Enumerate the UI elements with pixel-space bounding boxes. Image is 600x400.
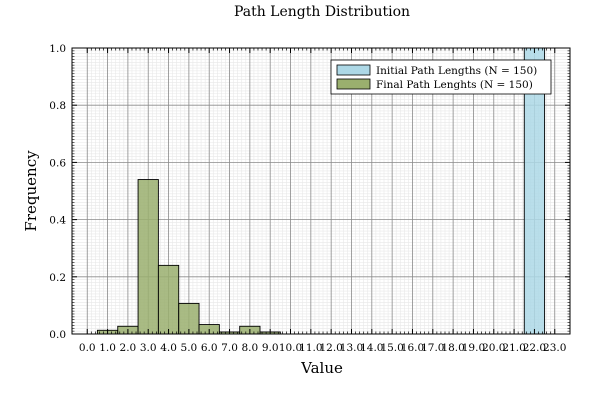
x-tick-label: 11.0 [299, 342, 322, 354]
x-tick-label: 22.0 [523, 342, 546, 354]
x-tick-label: 1.0 [99, 342, 116, 354]
x-tick-label: 5.0 [181, 342, 198, 354]
x-tick-label: 0.0 [79, 342, 96, 354]
x-tick-label: 8.0 [242, 342, 259, 354]
x-tick-label: 10.0 [279, 342, 302, 354]
legend-swatch-initial [336, 64, 371, 76]
legend-label-initial: Initial Path Lengths (N = 150) [376, 65, 537, 77]
x-tick-label: 12.0 [319, 342, 342, 354]
y-tick-label: 0.2 [49, 272, 66, 284]
legend-label-final: Final Path Lenghts (N = 150) [376, 79, 533, 91]
x-tick-label: 18.0 [441, 342, 464, 354]
y-tick-label: 0.0 [49, 329, 66, 341]
x-axis-label: Value [300, 359, 343, 377]
x-tick-label: 15.0 [380, 342, 403, 354]
x-tick-label: 7.0 [221, 342, 238, 354]
x-tick-label: 20.0 [482, 342, 505, 354]
y-tick-label: 0.4 [49, 215, 66, 227]
x-tick-label: 9.0 [262, 342, 279, 354]
legend-swatch-final [336, 78, 371, 90]
y-axis-label: Frequency [22, 150, 40, 232]
x-tick-label: 16.0 [401, 342, 424, 354]
chart-title: Path Length Distribution [234, 4, 410, 20]
y-tick-label: 0.8 [49, 100, 66, 112]
y-tick-label: 0.6 [49, 157, 66, 169]
legend: Initial Path Lengths (N = 150) Final Pat… [330, 59, 552, 95]
x-tick-label: 13.0 [340, 342, 363, 354]
x-tick-label: 17.0 [421, 342, 444, 354]
bar-final [137, 179, 159, 335]
y-tick-label: 1.0 [49, 43, 66, 55]
x-tick-label: 23.0 [543, 342, 566, 354]
x-tick-label: 21.0 [502, 342, 525, 354]
x-tick-labels: 0.0 1.0 2.0 3.0 4.0 5.0 6.0 7.0 8.0 9.0 10.011.012… [79, 342, 567, 354]
x-tick-label: 2.0 [120, 342, 137, 354]
x-tick-label: 4.0 [160, 342, 177, 354]
axis-ticks [72, 47, 570, 335]
x-tick-label: 6.0 [201, 342, 218, 354]
bar-final [157, 264, 180, 335]
x-tick-label: 19.0 [462, 342, 485, 354]
minor-grid [72, 48, 570, 334]
x-tick-label: 14.0 [360, 342, 383, 354]
y-tick-labels: 0.0 0.2 0.4 0.6 0.8 1.0 [49, 43, 66, 341]
x-tick-label: 3.0 [140, 342, 157, 354]
